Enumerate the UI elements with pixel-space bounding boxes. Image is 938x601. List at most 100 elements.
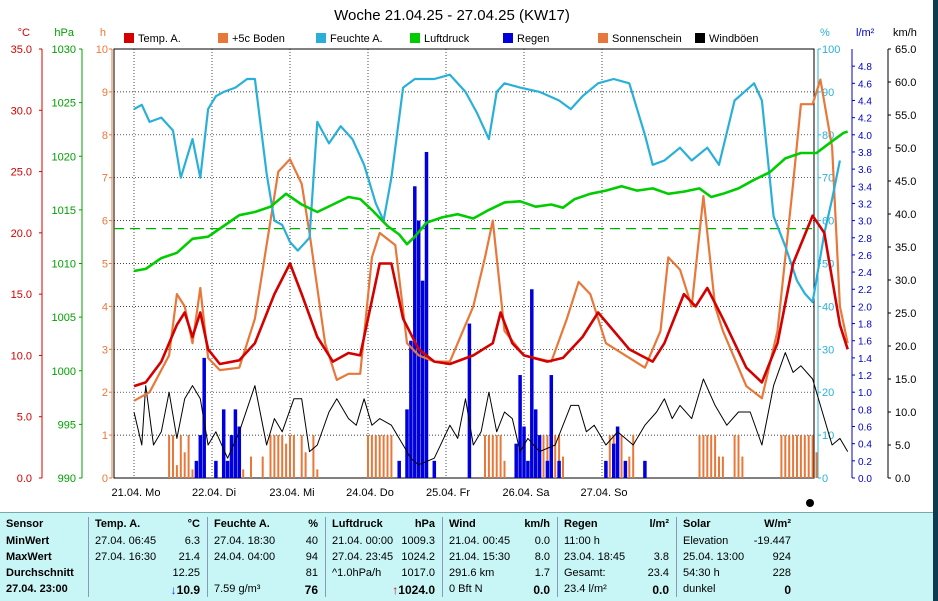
sensor-label: Sensor	[6, 518, 44, 530]
sunshine-tick-label: 5	[102, 259, 108, 271]
sunshine-tick-label: 2	[102, 387, 108, 399]
regen-bar	[233, 409, 238, 478]
sonnenschein-bar	[289, 435, 291, 478]
rain-now: 0.0	[652, 583, 669, 597]
rain-tick-label: 4.2	[858, 114, 872, 125]
pressure-max-val: 1024.2	[401, 551, 435, 563]
wind-tick-label: 35.0	[895, 242, 916, 254]
rain-total-label: Gesamt:	[564, 567, 606, 579]
regen-bar	[214, 460, 218, 478]
regen-bar	[518, 375, 522, 478]
rain-tick-label: 0.8	[858, 405, 872, 416]
sonnenschein-bar	[269, 435, 272, 478]
sonnenschein-bar	[503, 460, 506, 478]
sonnenschein-bar	[807, 435, 810, 478]
sonnenschein-bar	[710, 435, 713, 478]
pressure-arrow: ↑	[392, 583, 399, 597]
temperature-tick-label: 10.0	[11, 350, 32, 362]
temperature-tick-label: 20.0	[11, 228, 32, 240]
sonnenschein-bar	[250, 456, 252, 478]
legend-label: +5c Boden	[232, 33, 285, 45]
wind-column: Wind km/h 21.04. 00:45 0.0 21.04. 15:30 8.0…	[443, 513, 556, 601]
sunshine-tick-label: 8	[102, 130, 108, 142]
sunshine-tick-label: 0	[102, 473, 108, 485]
pressure-tick-label: 1025	[52, 98, 76, 110]
wind-tick-label: 40.0	[895, 209, 916, 221]
max-label: MaxWert	[6, 551, 52, 563]
humidity-tick-label: 0	[822, 473, 828, 485]
sunshine-tick-label: 9	[102, 87, 108, 99]
sonnenschein-bar	[620, 435, 623, 478]
sunshine-tick-label: 6	[102, 216, 108, 228]
solar-avg: 228	[772, 567, 791, 579]
wind-tick-label: 50.0	[895, 143, 916, 155]
sonnenschein-bar	[702, 435, 705, 478]
wind-min-time: 21.04. 00:45	[449, 535, 511, 547]
series-line-feuchte-a-	[133, 73, 841, 304]
pressure-tick-label: 1000	[52, 366, 76, 378]
regen-bar	[467, 323, 472, 478]
humidity-now: 76	[304, 583, 318, 597]
series-line--5c-boden	[133, 78, 849, 402]
rain-tick-label: 2.4	[858, 268, 872, 279]
humidity-min-time: 27.04. 18:30	[214, 535, 276, 547]
wind-axis-unit: km/h	[893, 27, 917, 39]
sonnenschein-bar	[491, 435, 494, 478]
series-line-temp-a-	[133, 214, 849, 388]
humidity-tick-label: 20	[822, 387, 834, 399]
sonnenschein-bar	[733, 435, 736, 478]
regen-bar	[557, 460, 561, 478]
temp-title: Temp. A.	[95, 518, 141, 530]
regen-bar	[522, 426, 526, 478]
solar-max-val: 924	[772, 551, 791, 563]
weather-chart: Woche 21.04.25 - 27.04.25 (KW17) Temp. A…	[11, 7, 917, 507]
rain-bars	[194, 151, 647, 478]
pressure-unit: hPa	[414, 518, 435, 530]
avg-label: Durchschnitt	[6, 567, 74, 579]
rain-tick-label: 3.4	[858, 182, 872, 193]
wind-dist: 291.6 km	[449, 567, 495, 579]
regen-bar	[526, 460, 530, 478]
temperature-tick-label: 15.0	[11, 289, 32, 301]
regen-bar	[537, 435, 542, 478]
x-tick-label: 26.04. Sa	[502, 487, 550, 499]
legend-swatch	[598, 33, 608, 43]
sunshine-bars	[168, 435, 818, 478]
sonnenschein-bar	[542, 435, 545, 478]
chart-legend: Temp. A. +5c Boden Feuchte A. Luftdruck Rege…	[124, 33, 759, 45]
legend-label: Windböen	[709, 33, 759, 45]
regen-bar	[229, 435, 234, 478]
sonnenschein-bar	[304, 452, 307, 478]
wind-now: 0.0	[533, 583, 550, 597]
sonnenschein-bar	[300, 435, 303, 478]
sonnenschein-bar	[562, 456, 564, 478]
rain-tick-label: 1.2	[858, 371, 872, 382]
humidity-max-val: 94	[305, 551, 318, 563]
left-axes: °C35.030.025.020.015.010.05.00.0hPa10301…	[11, 27, 113, 485]
sonnenschein-bar	[273, 435, 276, 478]
sunshine-tick-label: 3	[102, 344, 108, 356]
right-axes: %1009080706050403020100l/m²4.84.64.44.24…	[817, 27, 917, 485]
legend-swatch	[695, 33, 705, 43]
sonnenschein-bar	[172, 435, 174, 478]
rain-column: Regen l/m² 11:00 h 23.04. 18:45 3.8 Gesamt…	[558, 513, 675, 601]
wind-max-val: 8.0	[534, 551, 550, 563]
sunshine-tick-label: 7	[102, 173, 108, 185]
sonnenschein-bar	[370, 435, 373, 478]
temp-avg: 12.25	[172, 567, 200, 579]
x-tick-label: 25.04. Fr	[426, 487, 470, 499]
sonnenschein-bar	[261, 456, 264, 478]
rain-tick-label: 1.4	[858, 354, 872, 365]
rain-tick-label: 0.6	[858, 423, 872, 434]
pressure-tick-label: 1010	[52, 259, 76, 271]
regen-bar	[202, 357, 206, 478]
regen-bar	[397, 460, 401, 478]
pressure-title: Luftdruck	[332, 518, 383, 530]
temp-max-val: 21.4	[178, 551, 200, 563]
regen-bar	[623, 460, 628, 478]
rain-tick-label: 2.2	[858, 285, 872, 296]
pressure-tick-label: 1030	[52, 44, 76, 56]
temp-column: Temp. A. °C 27.04. 06:45 6.3 27.04. 16:30 2…	[89, 513, 206, 601]
sunshine-axis-unit: h	[100, 27, 106, 39]
